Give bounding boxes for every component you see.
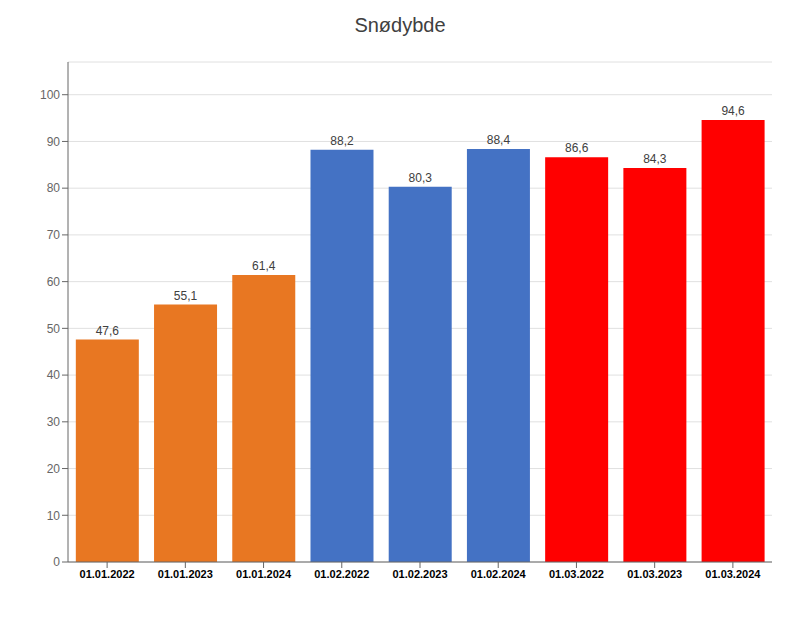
svg-text:60: 60 [47, 275, 61, 289]
svg-text:84,3: 84,3 [643, 152, 667, 166]
svg-text:20: 20 [47, 462, 61, 476]
svg-text:01.03.2023: 01.03.2023 [627, 568, 682, 580]
svg-text:01.02.2023: 01.02.2023 [392, 568, 447, 580]
svg-text:55,1: 55,1 [174, 289, 198, 303]
svg-text:80,3: 80,3 [409, 171, 433, 185]
svg-text:0: 0 [53, 555, 60, 569]
svg-text:86,6: 86,6 [565, 141, 589, 155]
svg-text:80: 80 [47, 181, 61, 195]
svg-text:30: 30 [47, 415, 61, 429]
svg-text:50: 50 [47, 322, 61, 336]
svg-text:40: 40 [47, 368, 61, 382]
html-text:Snødybde: Snødybde [354, 14, 446, 36]
svg-text:01.03.2022: 01.03.2022 [549, 568, 604, 580]
svg-text:70: 70 [47, 228, 61, 242]
svg-text:88,2: 88,2 [330, 134, 354, 148]
svg-text:01.02.2024: 01.02.2024 [471, 568, 527, 580]
svg-text:01.02.2022: 01.02.2022 [314, 568, 369, 580]
svg-text:61,4: 61,4 [252, 259, 276, 273]
svg-text:94,6: 94,6 [721, 104, 745, 118]
svg-text:01.01.2024: 01.01.2024 [236, 568, 292, 580]
svg-text:90: 90 [47, 135, 61, 149]
svg-text:88,4: 88,4 [487, 133, 511, 147]
svg-text:01.01.2022: 01.01.2022 [80, 568, 135, 580]
svg-text:47,6: 47,6 [96, 324, 120, 338]
svg-text:10: 10 [47, 509, 61, 523]
svg-text:01.03.2024: 01.03.2024 [705, 568, 761, 580]
svg-text:01.01.2023: 01.01.2023 [158, 568, 213, 580]
svg-text:100: 100 [40, 88, 60, 102]
